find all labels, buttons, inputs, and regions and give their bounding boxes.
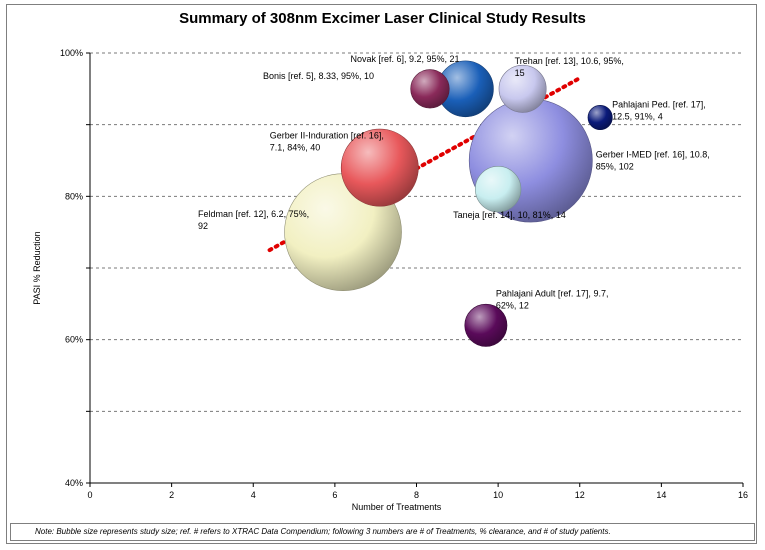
x-tick-label: 8 (414, 490, 419, 500)
chart-title: Summary of 308nm Excimer Laser Clinical … (179, 10, 586, 27)
bubble-label: Feldman [ref. 12], 6.2, 75%, 92 (198, 209, 309, 231)
y-tick-label: 60% (65, 335, 83, 345)
y-axis-label: PASI % Reduction (32, 231, 42, 304)
x-tick-label: 4 (251, 490, 256, 500)
x-tick-label: 6 (332, 490, 337, 500)
bubble (410, 69, 450, 109)
x-tick-label: 16 (738, 490, 748, 500)
bubble-labels-layer: Feldman [ref. 12], 6.2, 75%, 92 Gerber II-… (198, 54, 710, 311)
bubbles-layer (284, 60, 613, 347)
bubble-label: Novak [ref. 6], 9.2, 95%, 21 (350, 54, 459, 64)
bubble-label: Pahlajani Adult [ref. 17], 9.7, 62%, 12 (496, 288, 609, 310)
gridlines (90, 52, 743, 412)
bubble-label: Pahlajani Ped. [ref. 17], 12.5, 91%, 4 (612, 100, 706, 122)
y-tick-label: 100% (60, 48, 83, 58)
bubble (587, 105, 613, 131)
x-axis-label: Number of Treatments (352, 502, 442, 512)
bubble (340, 128, 419, 207)
bubble (498, 64, 547, 113)
bubble (475, 166, 522, 213)
axes: 0 2 4 6 8 10 12 14 16 40% 60% 80% 100% (60, 48, 748, 500)
bubble-label: Trehan [ref. 13], 10.6, 95%, 15 (515, 56, 624, 78)
bubble-label: Bonis [ref. 5], 8.33, 95%, 10 (263, 71, 374, 81)
footnote: Note: Bubble size represents study size;… (10, 523, 755, 541)
x-tick-label: 14 (656, 490, 666, 500)
bubble (464, 303, 508, 347)
x-tick-label: 10 (493, 490, 503, 500)
y-tick-label: 80% (65, 191, 83, 201)
y-tick-label: 40% (65, 478, 83, 488)
x-tick-label: 2 (169, 490, 174, 500)
bubble-label: Gerber I-MED [ref. 16], 10.8, 85%, 102 (596, 150, 710, 172)
x-tick-label: 0 (87, 490, 92, 500)
x-tick-label: 12 (575, 490, 585, 500)
bubble-label: Taneja [ref. 14], 10, 81%, 14 (453, 210, 566, 220)
bubble-label: Gerber II-Induration [ref. 16], 7.1, 84%,… (270, 131, 384, 153)
